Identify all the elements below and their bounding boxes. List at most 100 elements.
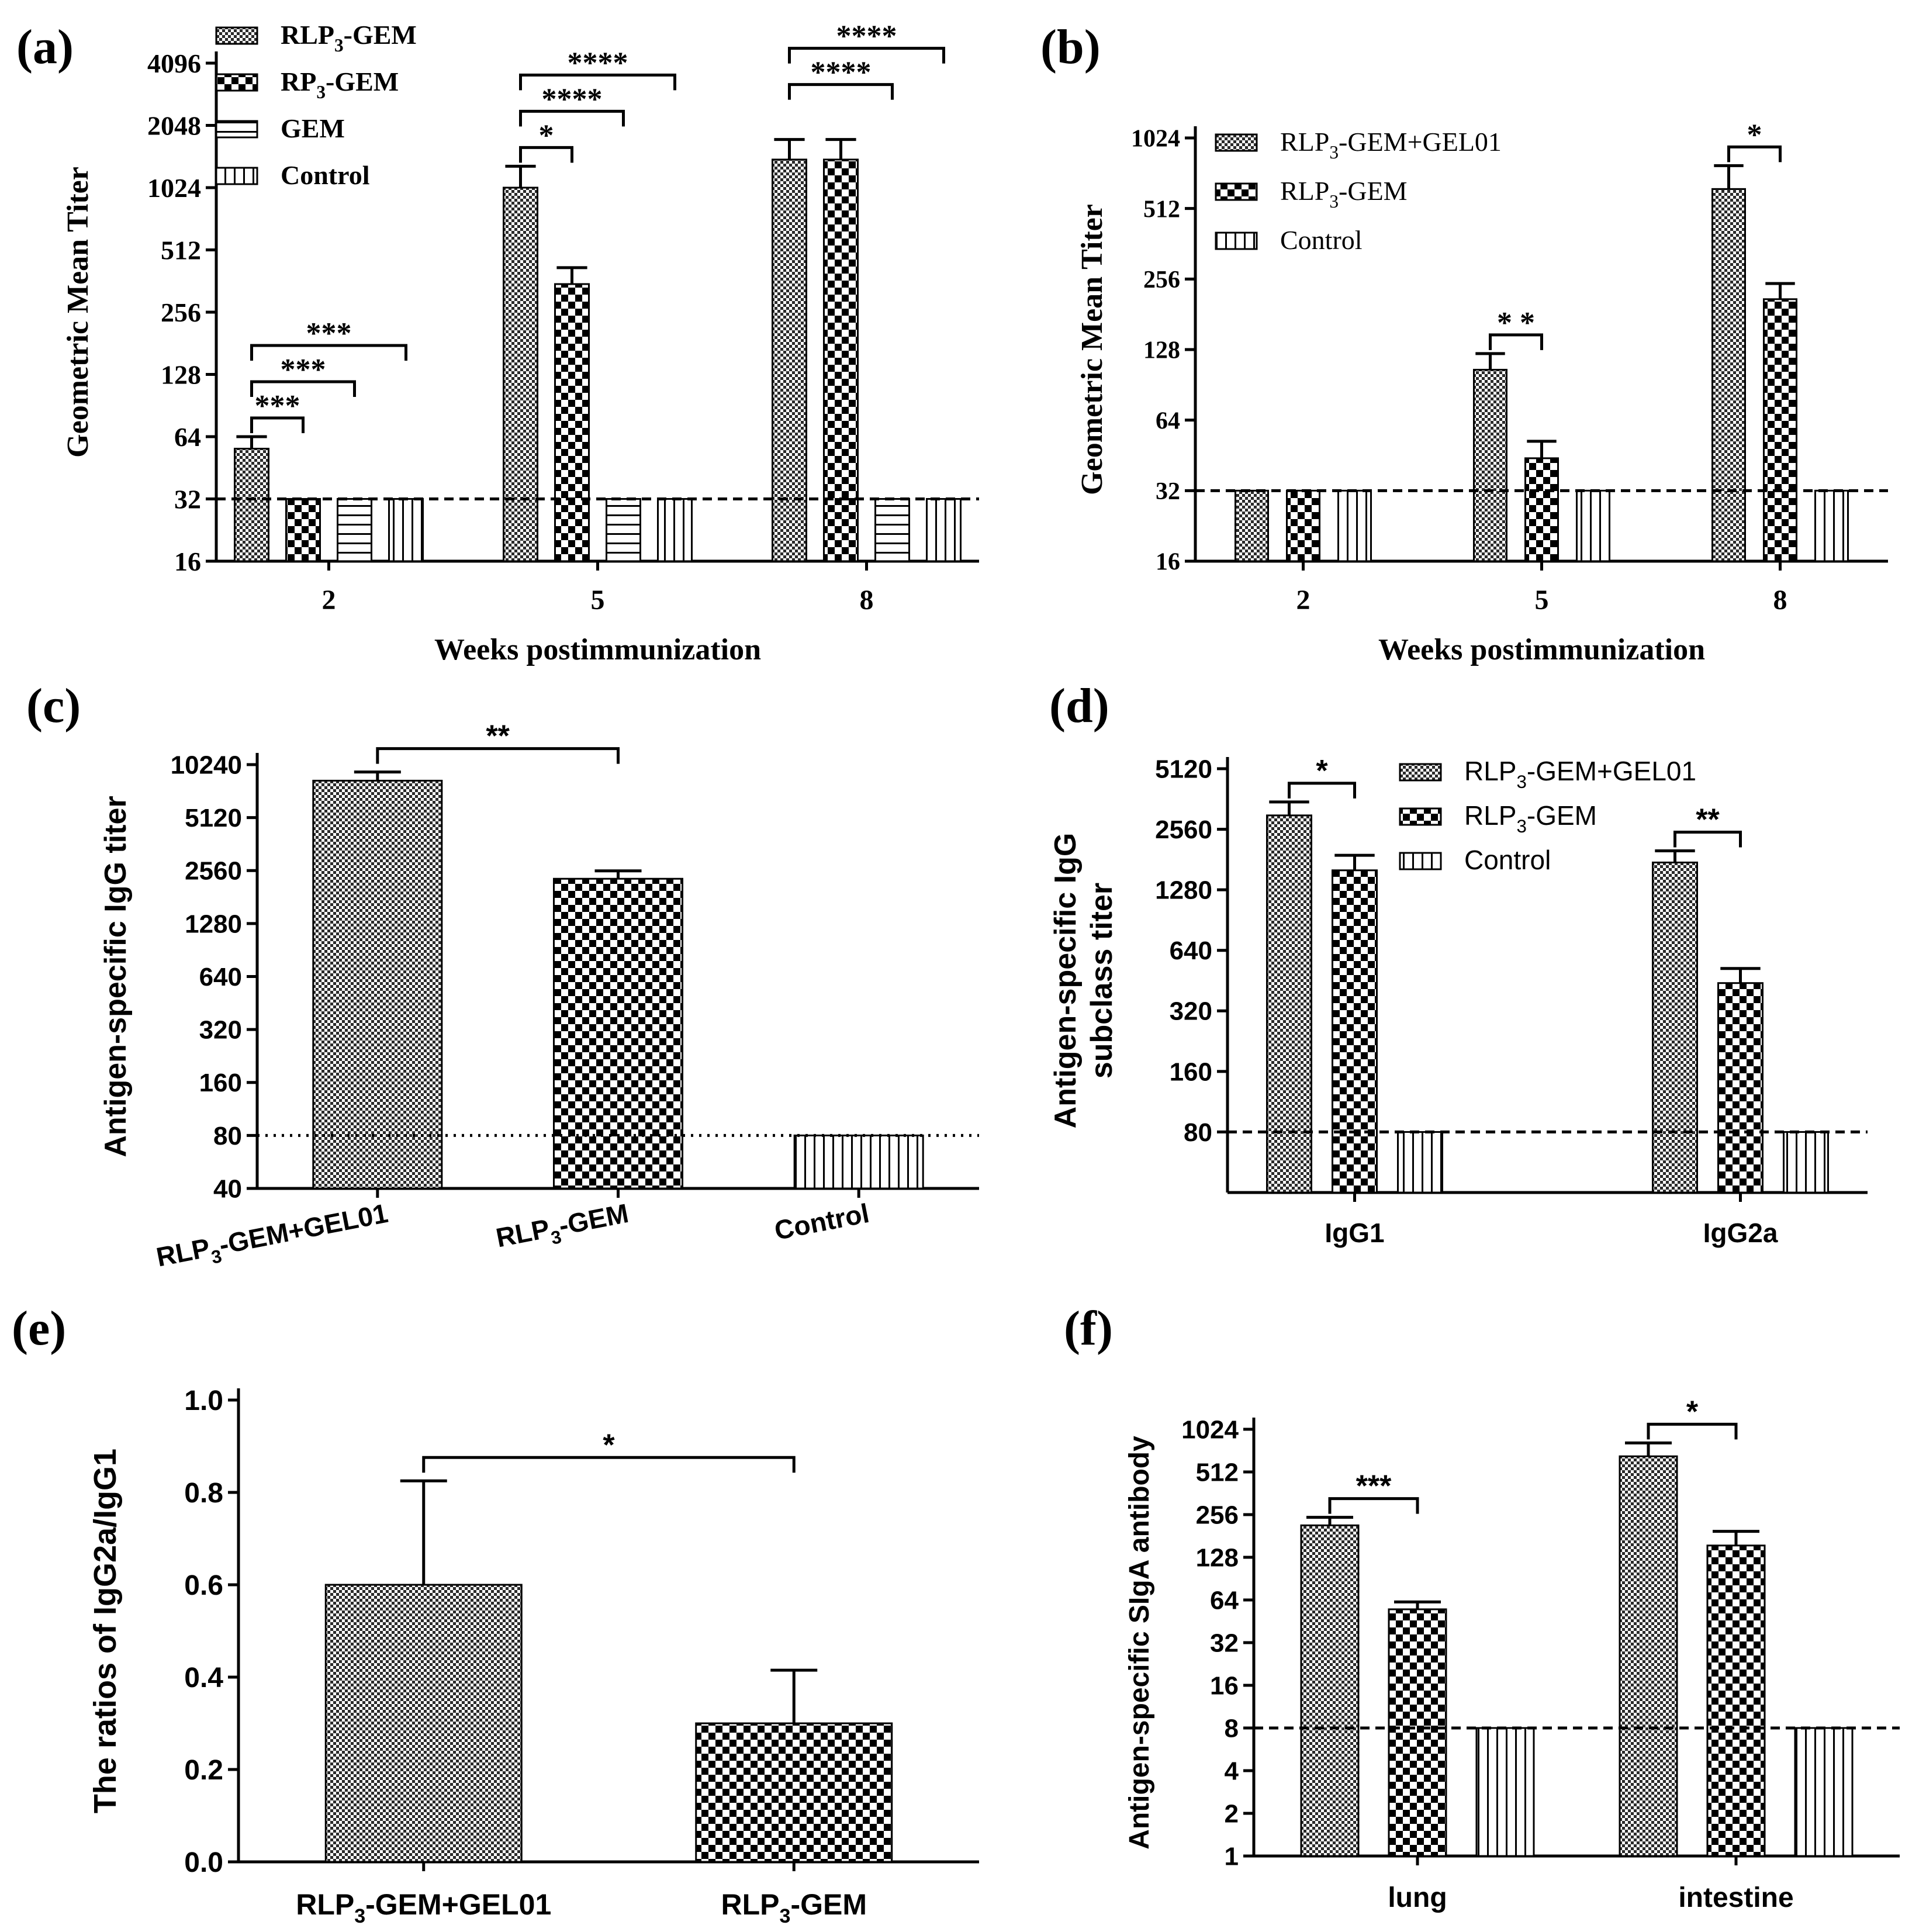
x-tick-label-c-sub: 3 (210, 1246, 224, 1268)
legend-label-a: GEM (281, 113, 345, 143)
y-tick-label-e: 0.6 (184, 1570, 223, 1601)
legend-swatch-d (1399, 807, 1442, 826)
significance-bracket-b (1489, 333, 1543, 350)
significance-label-f: *** (1356, 1470, 1392, 1504)
y-tick-label-f: 128 (1196, 1543, 1239, 1572)
bar-d (1783, 1131, 1829, 1194)
y-tick-label-b: 32 (1156, 478, 1180, 505)
significance-bracket-a (250, 416, 305, 433)
bar-c (793, 1134, 924, 1190)
legend-swatch-d (1399, 852, 1442, 870)
y-tick-label-f: 4 (1225, 1757, 1239, 1785)
significance-label-a: *** (255, 389, 300, 423)
y-tick-label-b: 128 (1143, 337, 1180, 364)
panel-label-a: (a) (16, 20, 74, 74)
bar-e (324, 1584, 523, 1863)
y-tick-label-c: 5120 (185, 804, 242, 832)
y-tick-label-b: 512 (1143, 196, 1180, 223)
panel-label-c: (c) (26, 679, 81, 733)
y-tick-label-d: 320 (1170, 997, 1212, 1026)
legend-label-b-rest: -GEM+GEL01 (1339, 127, 1502, 157)
x-axis-title-a: Weeks postimmunization (434, 633, 761, 666)
y-tick-label-c: 80 (213, 1122, 242, 1150)
x-tick-label-a: 5 (591, 585, 605, 616)
x-tick-label-f: lung (1388, 1882, 1447, 1913)
legend-label-b-main: RLP (1280, 176, 1329, 206)
x-tick-label-e: RLP3-GEM+GEL01 (296, 1888, 551, 1927)
x-tick-label-e-sub: 3 (354, 1905, 365, 1927)
significance-label-a: *** (306, 317, 352, 350)
y-tick-label-a: 512 (161, 236, 201, 265)
significance-bracket-a (519, 109, 625, 127)
bar-b (1711, 188, 1746, 562)
legend-label-d-rest: -GEM (1527, 800, 1597, 831)
legend-label-b-main: Control (1280, 225, 1363, 255)
legend-label-b-rest: -GEM (1339, 176, 1408, 206)
significance-label-a: **** (568, 46, 628, 80)
y-tick-label-f: 512 (1196, 1458, 1239, 1487)
bar-a (823, 158, 859, 562)
x-tick-label-a: 2 (322, 585, 336, 616)
legend-label-a-main: RLP (281, 20, 334, 50)
legend-label-a-main: GEM (281, 113, 345, 143)
legend-label-a-main: RP (281, 67, 316, 96)
y-tick-label-d: 80 (1184, 1118, 1212, 1147)
chart-f: (f) 1 2 4 8 16 32 64 128 256 512 1024 Antigen-specif… (1064, 1301, 1900, 1913)
y-tick-label-e: 1.0 (184, 1385, 223, 1416)
panel-label-b: (b) (1040, 20, 1101, 74)
significance-label-c: ** (486, 720, 510, 754)
x-tick-label-b: 5 (1535, 585, 1549, 616)
legend-label-b: RLP3-GEM+GEL01 (1280, 127, 1502, 163)
y-tick-label-a: 1024 (147, 173, 201, 203)
y-tick-label-b: 16 (1156, 549, 1180, 576)
x-tick-label-b: 8 (1773, 585, 1787, 616)
x-tick-label-f: intestine (1678, 1882, 1793, 1913)
significance-label-d: ** (1696, 803, 1720, 837)
bar-f (1300, 1524, 1360, 1857)
x-tick-label-c: RLP3-GEM+GEL01 (154, 1198, 392, 1278)
bar-a (772, 158, 807, 562)
x-tick-label-e-main: RLP (296, 1888, 354, 1921)
bar-b (1473, 368, 1507, 562)
bar-b (1814, 489, 1849, 562)
legend-label-d-main: Control (1464, 845, 1551, 875)
y-tick-label-c: 160 (199, 1069, 242, 1097)
panel-label-f: (f) (1064, 1301, 1113, 1356)
bar-d (1717, 982, 1764, 1194)
x-tick-label-c-main: RLP (493, 1213, 552, 1253)
bar-f (1388, 1608, 1447, 1857)
bar-c (312, 779, 443, 1190)
significance-label-b: * * (1497, 306, 1535, 340)
significance-label-a: * (539, 119, 554, 152)
x-tick-label-e-sub: 3 (780, 1905, 791, 1927)
legend-label-a-main: Control (281, 160, 370, 190)
bar-f (1706, 1544, 1766, 1857)
bar-f (1475, 1727, 1535, 1857)
bar-b (1763, 298, 1797, 562)
significance-bracket-a (788, 47, 945, 64)
significance-bracket-d (1673, 830, 1742, 848)
y-tick-label-b: 1024 (1131, 126, 1180, 153)
significance-label-a: **** (811, 56, 872, 89)
bar-b (1576, 489, 1610, 562)
bar-b (1337, 489, 1372, 562)
bar-c (553, 877, 683, 1190)
legend-label-a: RLP3-GEM (281, 20, 417, 56)
y-tick-label-f: 1 (1225, 1842, 1239, 1871)
y-axis-title-d: Antigen-specific IgG (1049, 833, 1083, 1129)
y-tick-label-c: 40 (213, 1174, 242, 1203)
y-tick-label-e: 0.4 (184, 1663, 223, 1693)
y-axis-title-c: Antigen-specific IgG titer (99, 796, 133, 1157)
y-axis-title-d: subclass titer (1085, 883, 1119, 1079)
y-tick-label-a: 16 (174, 547, 201, 576)
significance-label-b: * (1747, 118, 1762, 151)
x-tick-label-d: IgG2a (1703, 1218, 1778, 1248)
significance-label-d: * (1316, 754, 1328, 788)
y-tick-label-d: 5120 (1155, 755, 1212, 783)
y-tick-label-f: 1024 (1181, 1415, 1239, 1444)
legend-swatch-a (215, 73, 258, 92)
y-tick-label-e: 0.2 (184, 1755, 223, 1786)
significance-label-e: * (603, 1428, 615, 1462)
